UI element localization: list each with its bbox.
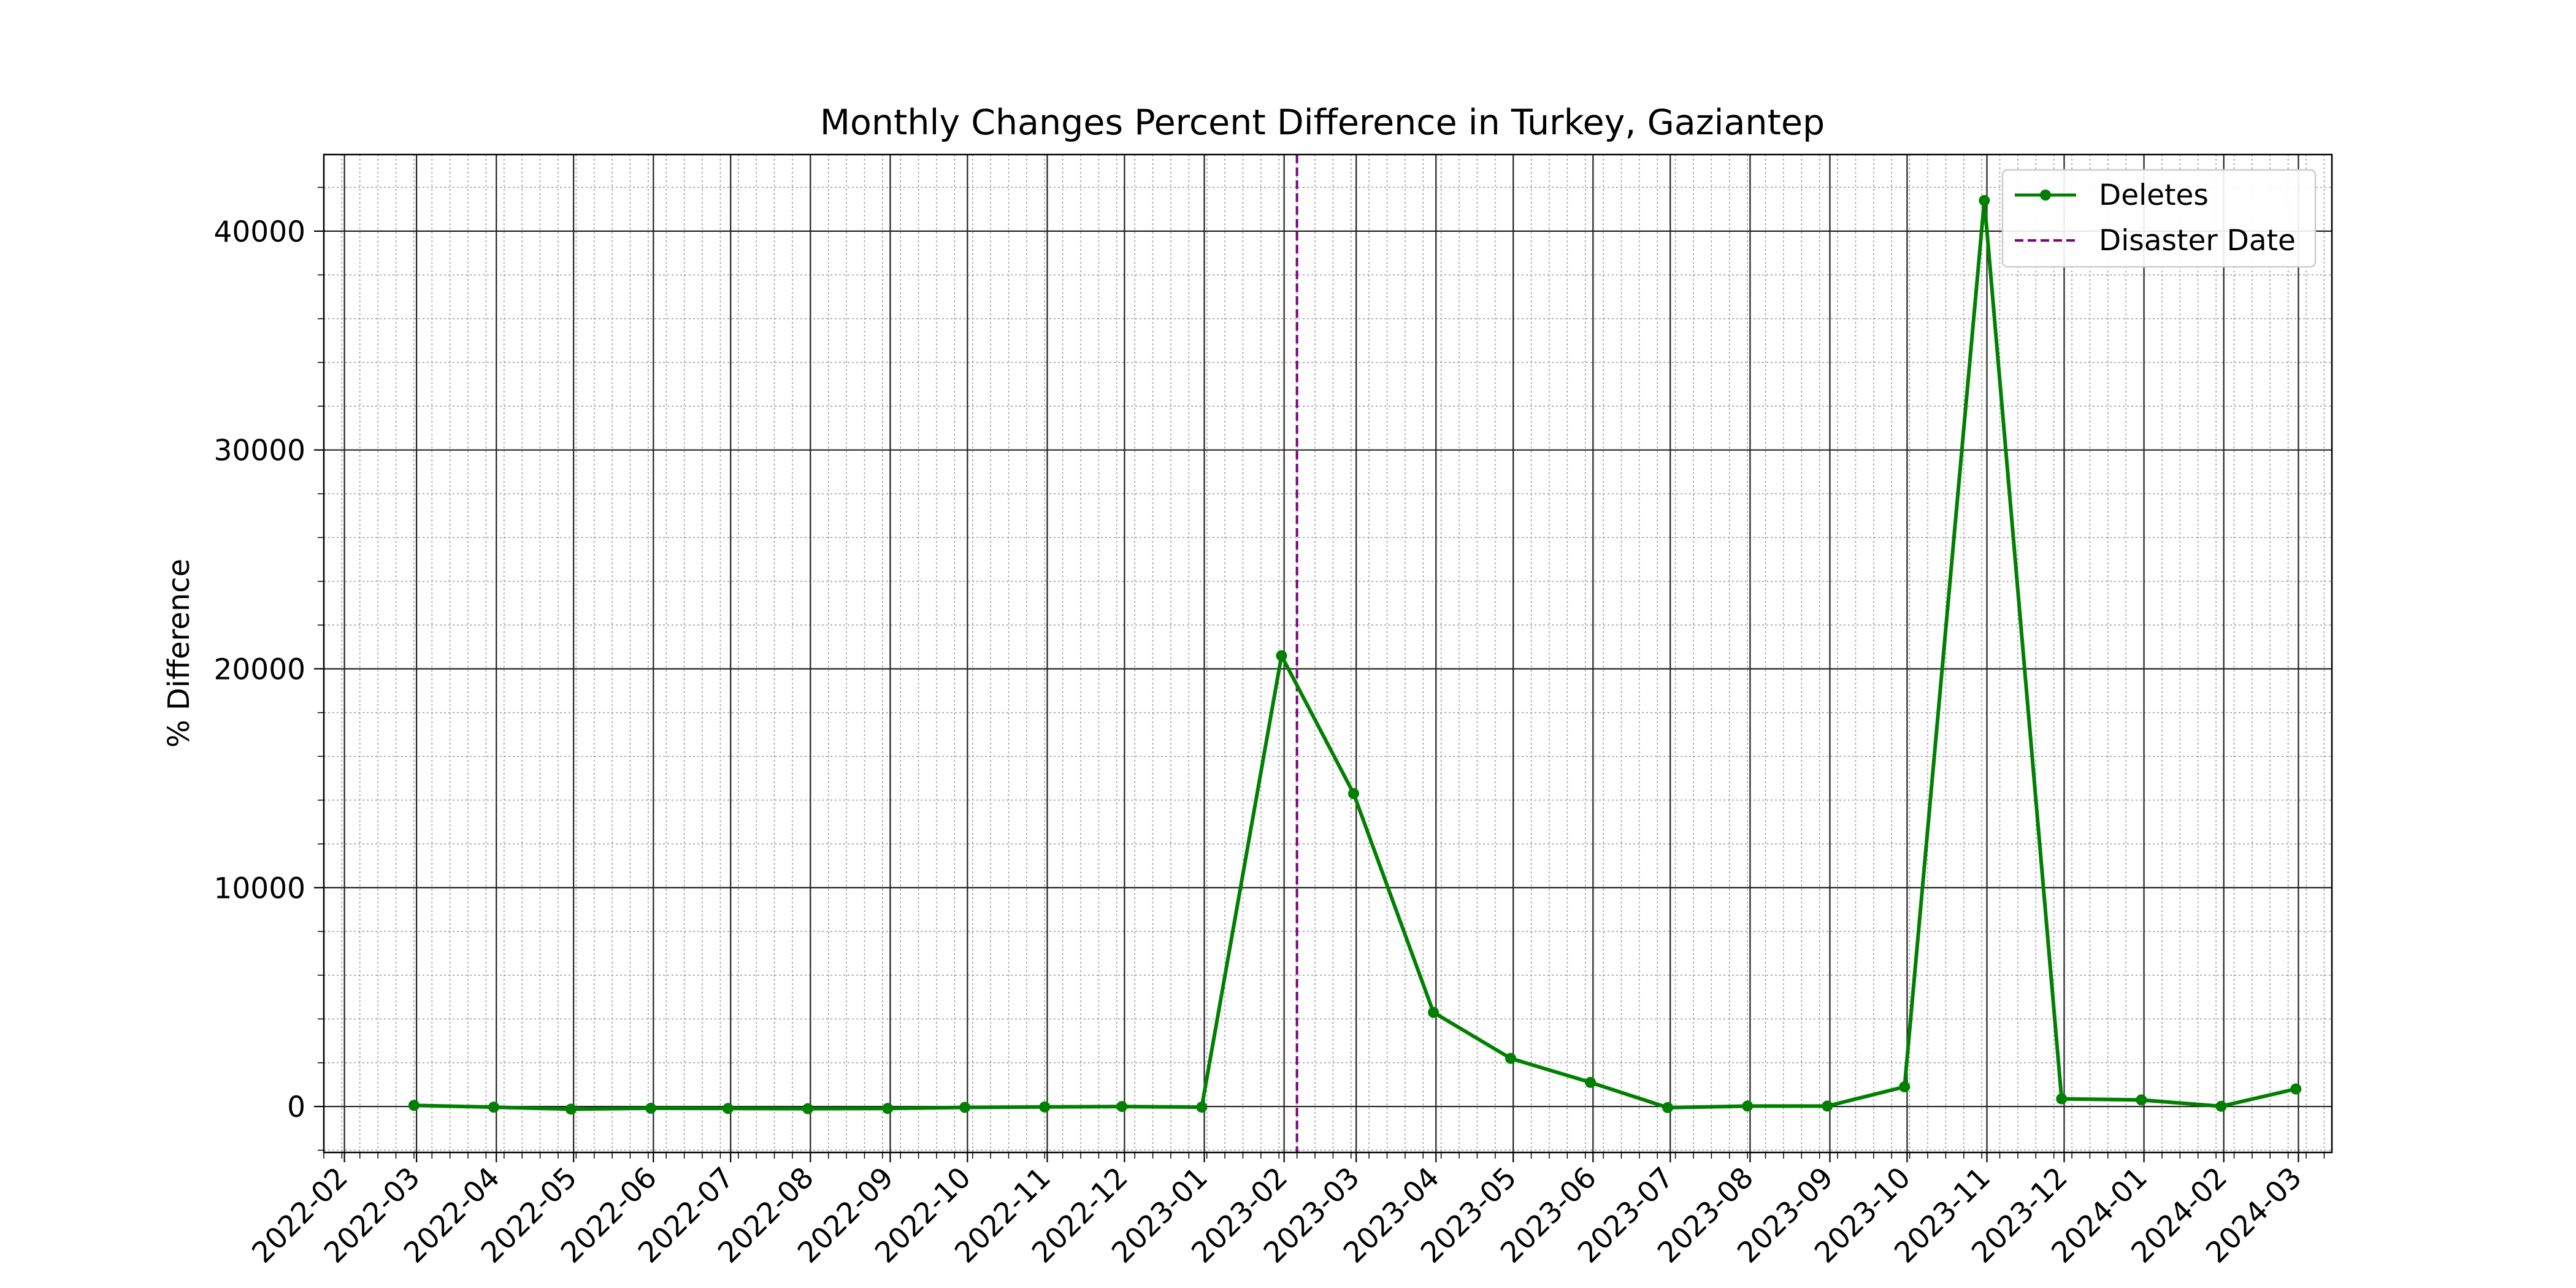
series-deletes-point	[882, 1103, 894, 1114]
minor-grid	[323, 155, 2332, 1152]
series-deletes-point	[1662, 1102, 1674, 1113]
series-deletes-point	[2056, 1093, 2068, 1105]
y-axis: 0 10000 20000 30000 40000	[213, 186, 324, 1151]
series-layer	[408, 194, 2302, 1115]
series-deletes-point	[1276, 650, 1287, 662]
series-deletes-point	[959, 1102, 971, 1113]
y-tick-label: 40000	[213, 215, 305, 249]
plot-frame	[323, 153, 2333, 1154]
y-tick-label: 20000	[213, 653, 305, 686]
series-deletes-point	[2215, 1100, 2227, 1112]
legend-box	[2001, 169, 2317, 268]
legend-disaster-label: Disaster Date	[2099, 224, 2296, 258]
legend-deletes-marker	[2040, 190, 2051, 201]
series-deletes-point	[1585, 1076, 1597, 1088]
series-deletes-point	[565, 1103, 577, 1115]
major-grid	[324, 155, 2332, 1152]
series-deletes-point	[1116, 1101, 1128, 1113]
series-deletes-point	[1428, 1006, 1439, 1018]
series-deletes-point	[1196, 1102, 1208, 1113]
series-deletes-point	[802, 1103, 814, 1114]
legend: Deletes Disaster Date	[2001, 169, 2317, 268]
series-deletes-point	[1899, 1081, 1911, 1092]
y-axis-label: % Difference	[162, 559, 196, 748]
y-tick-label: 30000	[213, 434, 305, 468]
series-deletes-point	[2290, 1083, 2302, 1095]
series-deletes-point	[2136, 1094, 2147, 1106]
series-deletes-point	[645, 1102, 657, 1114]
series-deletes-point	[1742, 1100, 1754, 1112]
series-deletes-point	[1039, 1101, 1051, 1113]
series-deletes-point	[1505, 1052, 1517, 1064]
series-deletes-point	[1347, 788, 1359, 799]
series-deletes-point	[722, 1103, 734, 1114]
series-deletes-point	[408, 1100, 420, 1111]
y-tick-label: 0	[287, 1091, 305, 1124]
series-deletes-point	[1822, 1100, 1833, 1112]
series-deletes-point	[1979, 194, 1990, 206]
series-deletes-point	[488, 1102, 500, 1113]
chart-title: Monthly Changes Percent Difference in Tu…	[820, 102, 1825, 143]
y-tick-label: 10000	[213, 872, 305, 905]
legend-deletes-label: Deletes	[2099, 178, 2209, 212]
